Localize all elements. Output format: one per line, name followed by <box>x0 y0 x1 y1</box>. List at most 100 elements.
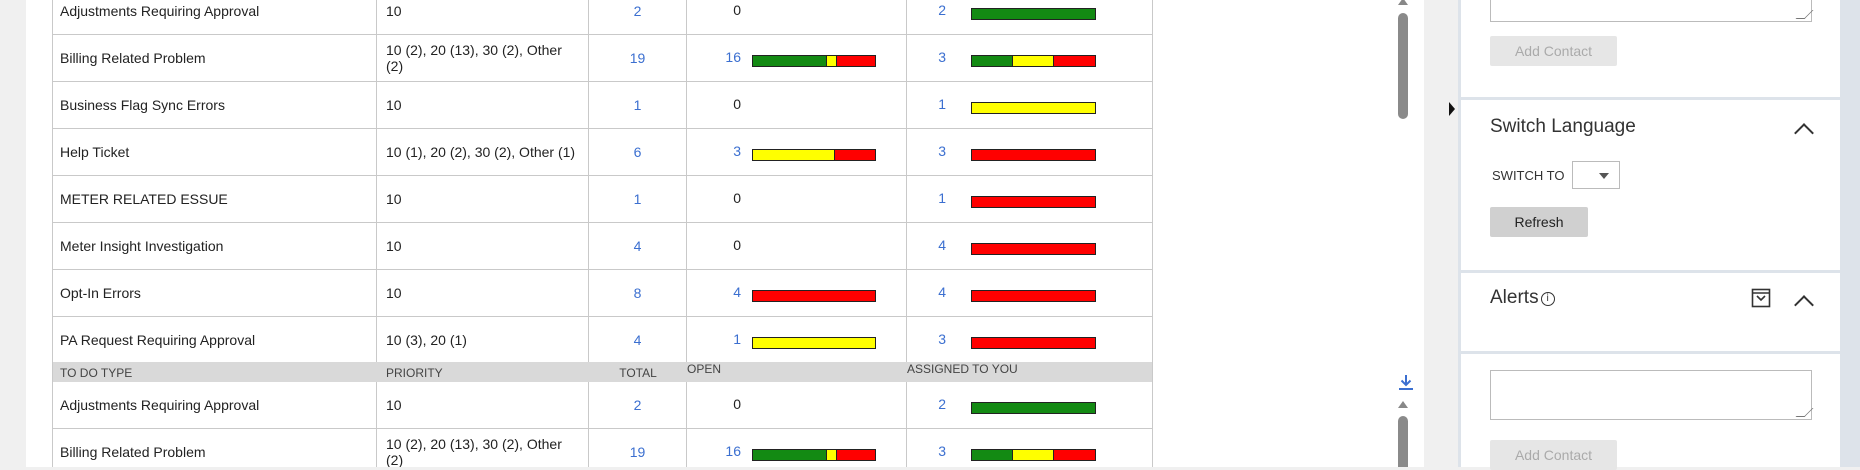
table-row: Adjustments Requiring Approval 10 2 0 2 <box>53 382 1152 429</box>
total-cell-text[interactable]: 2 <box>633 3 642 19</box>
open-cell: 3 <box>687 129 907 175</box>
todo-type-cell: Billing Related Problem <box>53 429 377 467</box>
table-row: Meter Insight Investigation 10 4 0 4 <box>53 223 1152 270</box>
contact-notes-textarea[interactable] <box>1490 370 1814 420</box>
priority-cell: 10 <box>377 176 589 222</box>
open-count[interactable]: 16 <box>725 49 741 65</box>
total-cell-text[interactable]: 4 <box>633 238 642 254</box>
contact-panel: Add Contact <box>1461 0 1840 97</box>
assigned-count[interactable]: 3 <box>938 443 946 459</box>
total-cell: 2 <box>589 382 687 428</box>
priority-cell-text: 10 <box>386 97 402 113</box>
priority-cell: 10 (2), 20 (13), 30 (2), Other (2) <box>377 35 589 81</box>
open-cell: 4 <box>687 270 907 316</box>
priority-cell: 10 (1), 20 (2), 30 (2), Other (1) <box>377 129 589 175</box>
assigned-count[interactable]: 3 <box>938 331 946 347</box>
total-cell-text[interactable]: 8 <box>633 285 642 301</box>
bar-segment <box>1011 56 1053 66</box>
bar-segment <box>753 150 835 160</box>
open-count[interactable]: 1 <box>733 331 741 347</box>
table-row: Opt-In Errors 10 8 4 4 <box>53 270 1152 317</box>
assigned-count[interactable]: 1 <box>938 190 946 206</box>
main-content: Adjustments Requiring Approval 10 2 0 2 Billi… <box>26 0 1424 467</box>
priority-cell-text: 10 (2), 20 (13), 30 (2), Other (2) <box>386 436 562 467</box>
open-cell: 16 <box>687 35 907 81</box>
chevron-up-icon[interactable] <box>1794 295 1814 315</box>
bar-segment <box>972 338 1095 348</box>
assigned-cell: 3 <box>907 317 1152 363</box>
contact-panel-second: Add Contact <box>1461 354 1840 470</box>
open-count[interactable]: 4 <box>733 284 741 300</box>
todo-type-cell-text: METER RELATED ESSUE <box>60 191 228 207</box>
todo-type-cell: Opt-In Errors <box>53 270 377 316</box>
chevron-up-icon[interactable] <box>1794 123 1814 143</box>
bar-segment <box>826 450 836 460</box>
open-count[interactable]: 16 <box>725 443 741 459</box>
priority-cell: 10 <box>377 382 589 428</box>
priority-cell-text: 10 <box>386 3 402 19</box>
assigned-cell: 2 <box>907 0 1152 34</box>
open-progress-bar <box>752 337 876 349</box>
resize-handle-icon[interactable] <box>1795 10 1814 19</box>
vertical-scrollbar[interactable] <box>1396 0 1410 119</box>
collapse-sidebar-icon[interactable] <box>1449 102 1455 116</box>
add-contact-button[interactable]: Add Contact <box>1490 440 1617 470</box>
info-icon[interactable]: i <box>1540 292 1555 306</box>
todo-type-cell: METER RELATED ESSUE <box>53 176 377 222</box>
panel-separator <box>1461 97 1840 100</box>
open-count[interactable]: 3 <box>733 143 741 159</box>
assigned-count[interactable]: 4 <box>938 284 946 300</box>
assigned-count[interactable]: 2 <box>938 396 946 412</box>
assigned-progress-bar <box>971 290 1096 302</box>
assigned-count[interactable]: 2 <box>938 2 946 18</box>
assigned-count[interactable]: 1 <box>938 96 946 112</box>
total-cell-text[interactable]: 1 <box>633 191 642 207</box>
bar-segment <box>1011 450 1053 460</box>
assigned-cell: 4 <box>907 223 1152 269</box>
assigned-progress-bar <box>971 102 1096 114</box>
column-header: ASSIGNED TO YOU <box>907 362 1152 382</box>
bar-segment <box>972 403 1095 413</box>
assigned-count[interactable]: 3 <box>938 143 946 159</box>
download-icon[interactable] <box>1397 373 1415 391</box>
total-cell-text[interactable]: 2 <box>633 397 642 413</box>
total-cell: 2 <box>589 0 687 34</box>
scroll-up-arrow-icon[interactable] <box>1398 401 1408 408</box>
total-cell-text[interactable]: 4 <box>633 332 642 348</box>
assigned-count[interactable]: 4 <box>938 237 946 253</box>
total-cell-text[interactable]: 19 <box>629 444 646 460</box>
column-header-text: TOTAL <box>619 366 657 380</box>
inbox-icon[interactable] <box>1751 288 1771 308</box>
todo-type-cell: Help Ticket <box>53 129 377 175</box>
scroll-thumb[interactable] <box>1398 416 1408 467</box>
total-cell-text[interactable]: 6 <box>633 144 642 160</box>
contact-notes-textarea[interactable] <box>1490 0 1814 22</box>
todo-type-cell-text: Opt-In Errors <box>60 285 141 301</box>
open-cell: 0 <box>687 0 907 34</box>
vertical-scrollbar-second[interactable] <box>1396 401 1410 467</box>
todo-type-cell: PA Request Requiring Approval <box>53 317 377 363</box>
column-header: TO DO TYPE <box>53 362 377 382</box>
scroll-thumb[interactable] <box>1398 13 1408 119</box>
total-cell: 4 <box>589 223 687 269</box>
resize-handle-icon[interactable] <box>1795 408 1814 417</box>
column-header: OPEN <box>687 362 907 382</box>
language-select[interactable] <box>1572 161 1620 189</box>
open-cell: 0 <box>687 223 907 269</box>
total-cell-text[interactable]: 1 <box>633 97 642 113</box>
todo-type-cell: Billing Related Problem <box>53 35 377 81</box>
assigned-progress-bar <box>971 149 1096 161</box>
column-header-text: OPEN <box>687 362 722 376</box>
refresh-button[interactable]: Refresh <box>1490 207 1588 237</box>
assigned-count[interactable]: 3 <box>938 49 946 65</box>
bar-segment <box>972 103 1095 113</box>
priority-cell: 10 <box>377 270 589 316</box>
add-contact-button[interactable]: Add Contact <box>1490 36 1617 66</box>
bar-segment <box>1052 450 1095 460</box>
bar-segment <box>972 56 1012 66</box>
scroll-up-arrow-icon[interactable] <box>1398 0 1408 5</box>
todo-type-cell-text: Meter Insight Investigation <box>60 238 224 254</box>
total-cell-text[interactable]: 19 <box>629 50 646 66</box>
bar-segment <box>826 56 836 66</box>
assigned-progress-bar <box>971 8 1096 20</box>
